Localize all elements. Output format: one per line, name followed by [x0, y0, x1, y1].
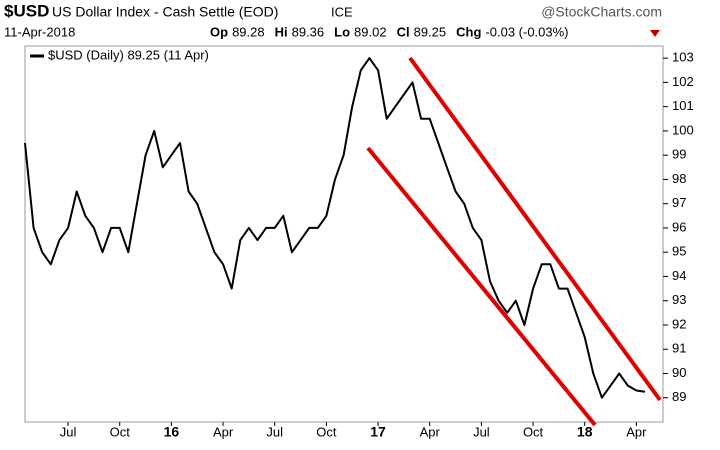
y-tick-label: 101: [672, 98, 694, 113]
exchange: ICE: [331, 4, 353, 19]
legend-label: $USD (Daily) 89.25 (11 Apr): [48, 47, 209, 62]
x-tick-label: Jul: [60, 424, 77, 439]
stat-value: 89.28: [232, 24, 265, 39]
chart-title: US Dollar Index - Cash Settle (EOD): [52, 4, 278, 20]
stat-label: Chg: [456, 24, 481, 39]
trend-line-upper: [408, 56, 662, 402]
x-tick-label: 18: [577, 424, 593, 440]
price-line: [24, 57, 646, 399]
x-tick-label: 16: [164, 424, 180, 440]
y-tick-label: 97: [672, 195, 686, 210]
y-tick-label: 91: [672, 341, 686, 356]
stat-value: -0.03 (-0.03%): [485, 24, 568, 39]
x-tick-label: Oct: [316, 424, 337, 439]
down-arrow: [650, 30, 660, 37]
y-tick-label: 92: [672, 316, 686, 331]
x-tick-label: Apr: [420, 424, 441, 439]
x-tick-label: Apr: [626, 424, 647, 439]
y-tick-label: 102: [672, 74, 694, 89]
stat-label: Cl: [397, 24, 410, 39]
y-tick-label: 100: [672, 122, 694, 137]
trend-line-lower: [366, 146, 597, 427]
stat-label: Op: [210, 24, 228, 39]
y-tick-label: 94: [672, 268, 686, 283]
date: 11-Apr-2018: [4, 24, 75, 39]
y-tick-label: 103: [672, 50, 694, 65]
y-tick-label: 89: [672, 389, 686, 404]
stat-label: Hi: [275, 24, 288, 39]
stat-value: 89.36: [292, 24, 325, 39]
stat-value: 89.25: [414, 24, 447, 39]
y-tick-label: 96: [672, 219, 686, 234]
stat-value: 89.02: [354, 24, 387, 39]
y-tick-label: 93: [672, 292, 686, 307]
symbol: $USD: [4, 1, 49, 20]
x-tick-label: Oct: [523, 424, 544, 439]
stat-label: Lo: [334, 24, 350, 39]
source: @StockCharts.com: [541, 4, 662, 20]
x-tick-label: Oct: [110, 424, 131, 439]
x-tick-label: Jul: [266, 424, 283, 439]
y-tick-label: 90: [672, 365, 686, 380]
x-tick-label: Apr: [213, 424, 234, 439]
plot-frame: [24, 45, 664, 423]
x-tick-label: 17: [370, 424, 386, 440]
y-tick-label: 98: [672, 171, 686, 186]
y-tick-label: 95: [672, 244, 686, 259]
y-tick-label: 99: [672, 147, 686, 162]
x-tick-label: Jul: [473, 424, 490, 439]
